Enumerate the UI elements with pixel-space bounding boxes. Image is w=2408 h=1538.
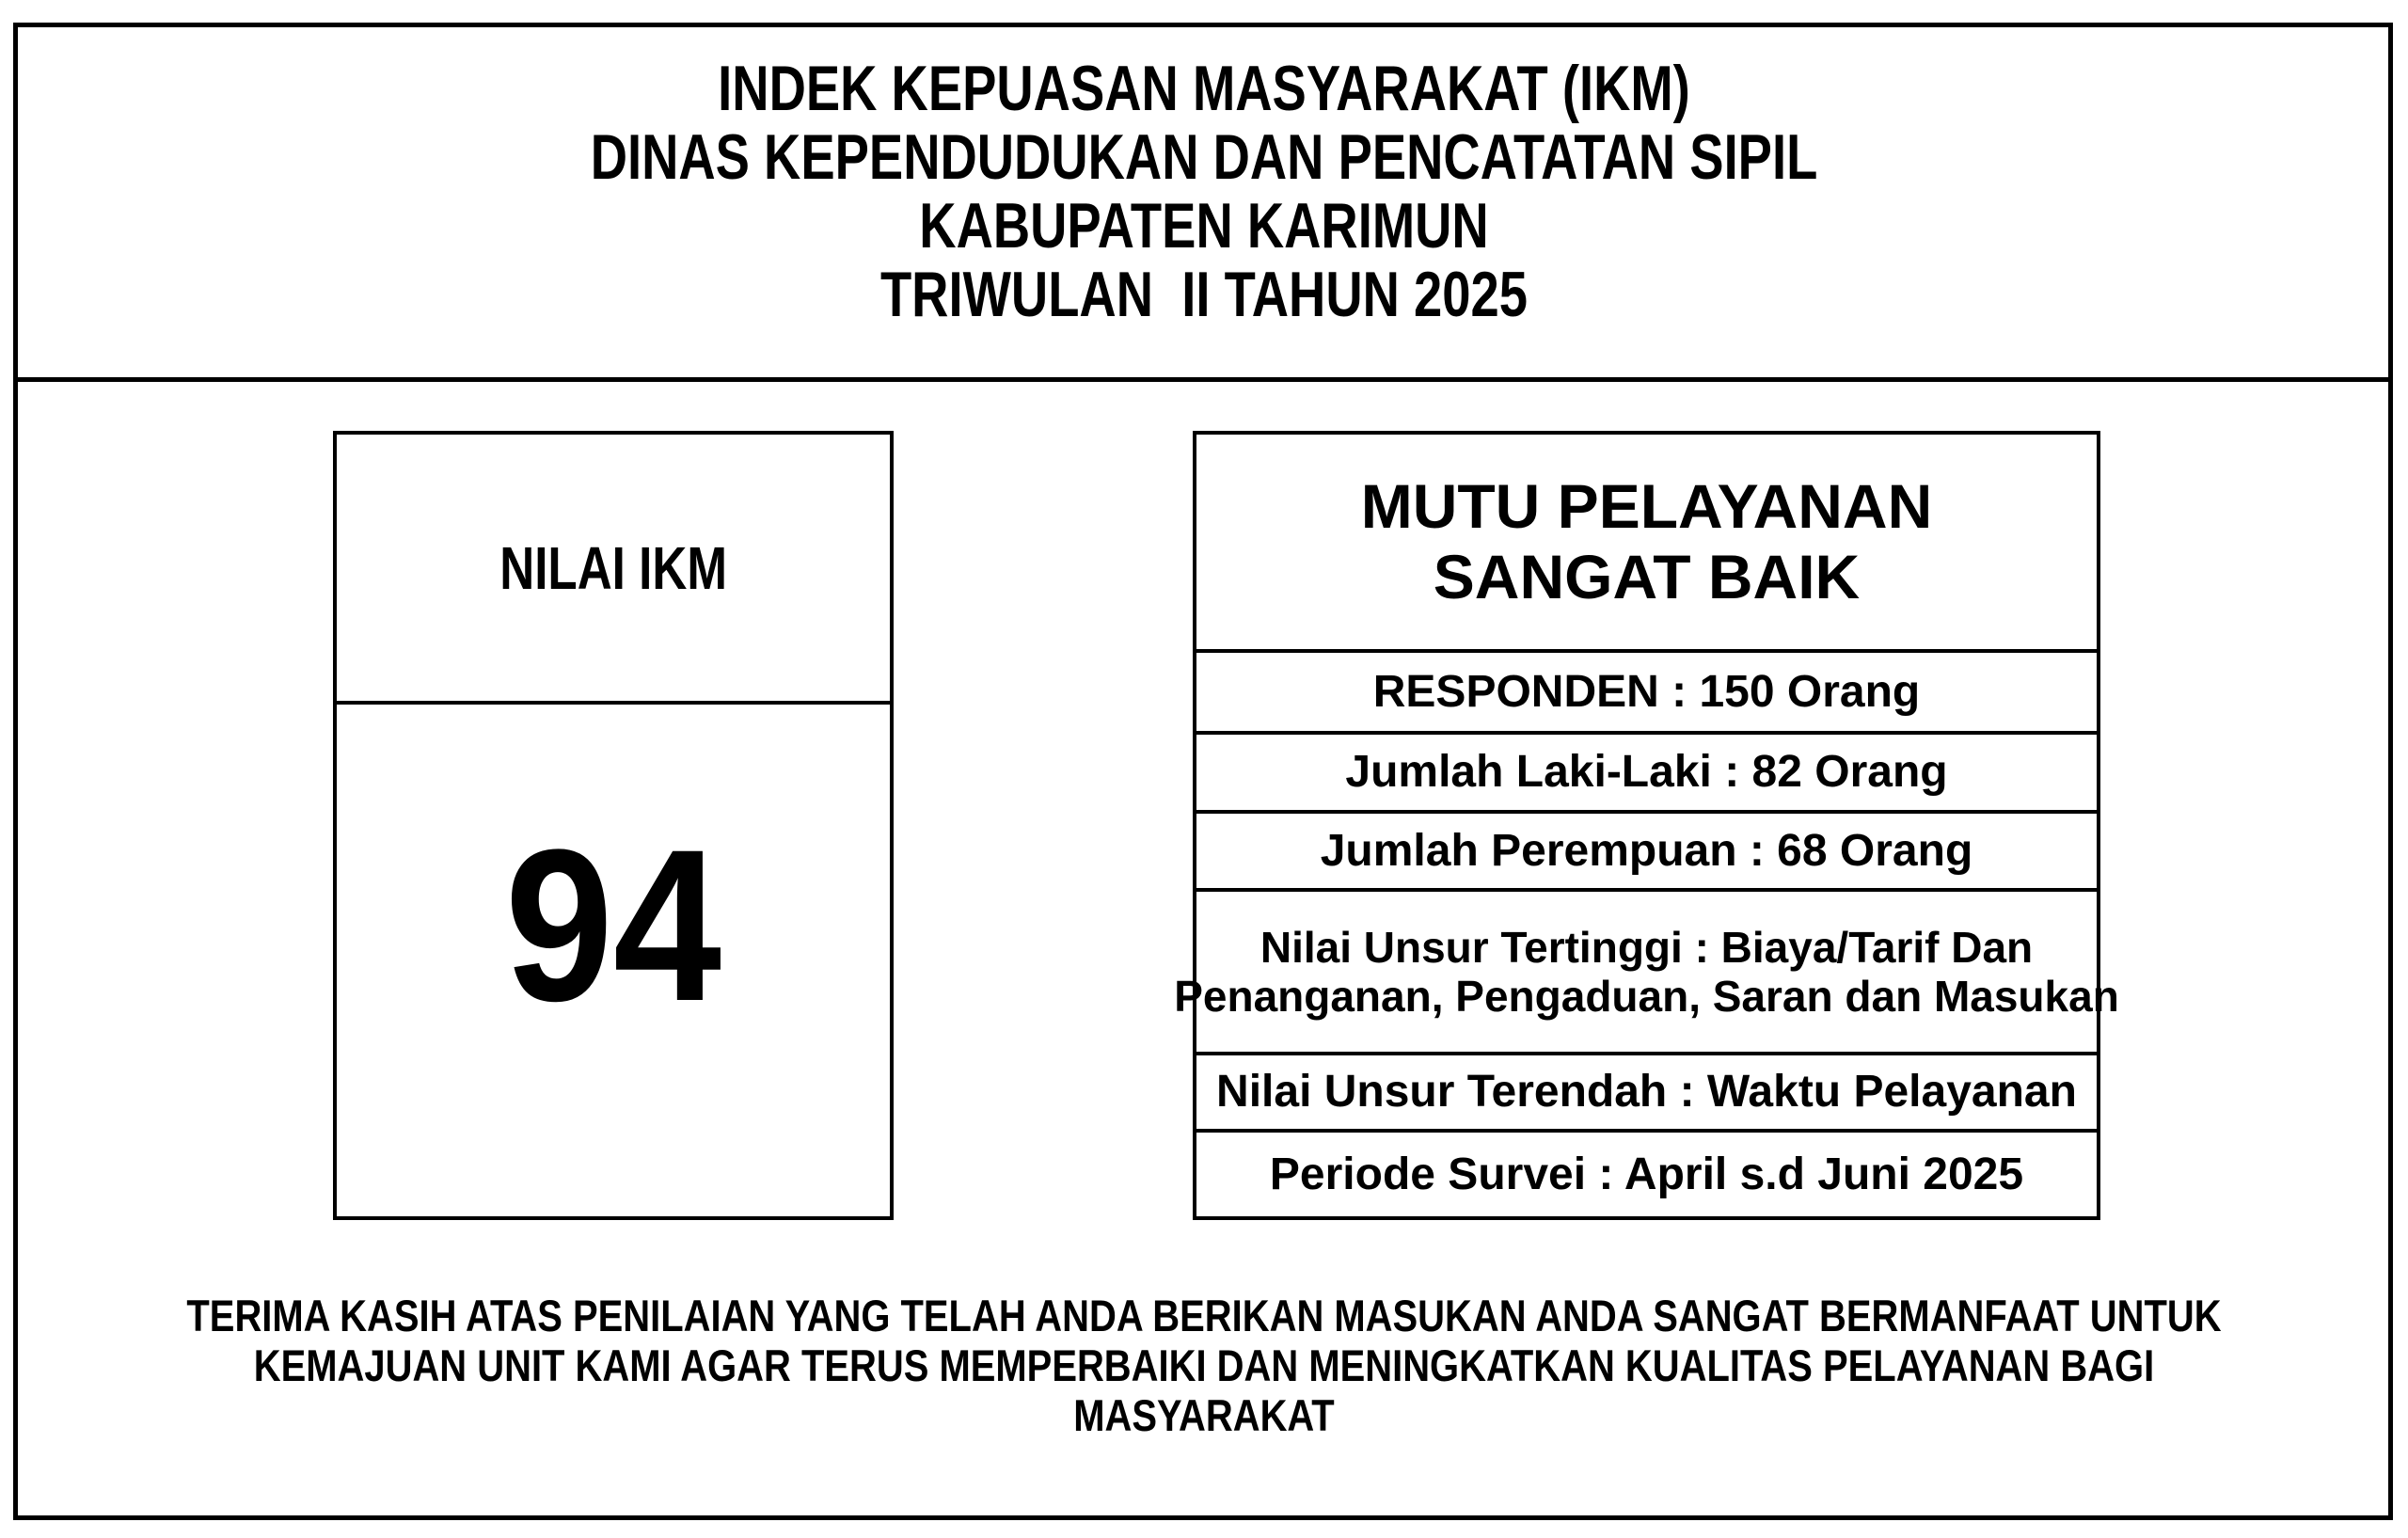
thank-you-note: TERIMA KASIH ATAS PENILAIAN YANG TELAH A… xyxy=(0,1291,2408,1440)
row-perempuan-text: Jumlah Perempuan : 68 Orang xyxy=(1320,825,1973,876)
page-border xyxy=(13,23,2393,1520)
row-unsur-tertinggi: Nilai Unsur Tertinggi : Biaya/Tarif Dan … xyxy=(1174,892,2119,1052)
row-unsur-tertinggi-line-2: Penanganan, Pengaduan, Saran dan Masukan xyxy=(1174,972,2119,1021)
nilai-ikm-score-area: 94 xyxy=(337,705,890,1216)
footer-line-3: MASYARAKAT xyxy=(1073,1390,1335,1440)
row-laki-laki: Jumlah Laki-Laki : 82 Orang xyxy=(1196,735,2097,810)
row-divider xyxy=(1196,810,2097,814)
row-unsur-terendah-text: Nilai Unsur Terendah : Waktu Pelayanan xyxy=(1216,1067,2077,1117)
nilai-ikm-box: NILAI IKM 94 xyxy=(333,431,894,1220)
nilai-ikm-label: NILAI IKM xyxy=(499,533,727,602)
row-responden: RESPONDEN : 150 Orang xyxy=(1196,653,2097,731)
mutu-header-line-1: MUTU PELAYANAN xyxy=(1360,471,1933,541)
title-divider-line xyxy=(13,377,2393,382)
row-divider xyxy=(1196,731,2097,735)
row-divider xyxy=(1196,888,2097,892)
row-unsur-tertinggi-line-1: Nilai Unsur Tertinggi : Biaya/Tarif Dan xyxy=(1259,923,2034,972)
nilai-ikm-score: 94 xyxy=(504,804,722,1046)
row-periode-survei: Periode Survei : April s.d Juni 2025 xyxy=(1196,1133,2097,1216)
row-perempuan: Jumlah Perempuan : 68 Orang xyxy=(1196,814,2097,888)
row-divider xyxy=(1196,1129,2097,1133)
mutu-pelayanan-box: MUTU PELAYANAN SANGAT BAIK RESPONDEN : 1… xyxy=(1174,431,2119,1220)
title-line-3: KABUPATEN KARIMUN xyxy=(919,190,1489,262)
footer-line-2: KEMAJUAN UNIT KAMI AGAR TERUS MEMPERBAIK… xyxy=(253,1340,2155,1390)
footer-line-1: TERIMA KASIH ATAS PENILAIAN YANG TELAH A… xyxy=(186,1291,2222,1340)
row-laki-laki-text: Jumlah Laki-Laki : 82 Orang xyxy=(1345,747,1948,797)
row-unsur-terendah: Nilai Unsur Terendah : Waktu Pelayanan xyxy=(1196,1055,2097,1129)
nilai-ikm-divider xyxy=(337,701,890,705)
title-line-1: INDEK KEPUASAN MASYARAKAT (IKM) xyxy=(718,53,1690,124)
mutu-pelayanan-header: MUTU PELAYANAN SANGAT BAIK xyxy=(1196,435,2097,649)
title-line-4: TRIWULAN II TAHUN 2025 xyxy=(879,259,1529,330)
row-divider xyxy=(1196,1052,2097,1055)
row-responden-text: RESPONDEN : 150 Orang xyxy=(1372,666,1921,717)
mutu-header-line-2: SANGAT BAIK xyxy=(1433,542,1861,611)
title-line-2: DINAS KEPENDUDUKAN DAN PENCATATAN SIPIL xyxy=(590,121,1818,193)
row-divider xyxy=(1196,649,2097,653)
nilai-ikm-header: NILAI IKM xyxy=(337,435,890,701)
report-title: INDEK KEPUASAN MASYARAKAT (IKM) DINAS KE… xyxy=(0,55,2408,329)
row-periode-survei-text: Periode Survei : April s.d Juni 2025 xyxy=(1269,1149,2024,1199)
